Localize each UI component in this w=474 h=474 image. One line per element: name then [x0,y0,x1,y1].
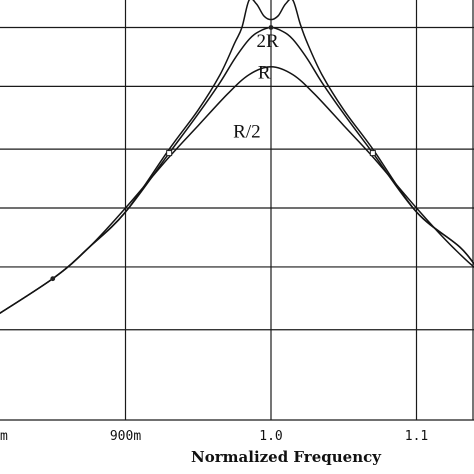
grid-layer [0,0,474,421]
series-line-r [0,26,474,315]
label-layer: 2R R R/2 [233,31,279,142]
x-tick-label-2: 1.0 [259,429,282,444]
tick-layer: m 900m 1.0 1.1 [0,429,428,444]
marker-square-3 [369,150,376,157]
series-line-r-2 [0,65,474,315]
marker-dot-0 [50,276,56,282]
series-label-2r: 2R [256,31,279,52]
x-axis-title: Normalized Frequency [191,448,382,466]
marker-square-1 [166,150,173,157]
x-tick-label-3: 1.1 [405,429,428,444]
series-label-r: R [258,63,271,84]
curve-layer [0,0,474,315]
x-tick-label-0: m [0,429,8,444]
x-tick-label-1: 900m [110,429,141,444]
series-line-2r [0,0,474,315]
series-label-r-2: R/2 [233,121,260,142]
marker-dot-2 [268,25,274,30]
marker-layer [50,25,376,282]
